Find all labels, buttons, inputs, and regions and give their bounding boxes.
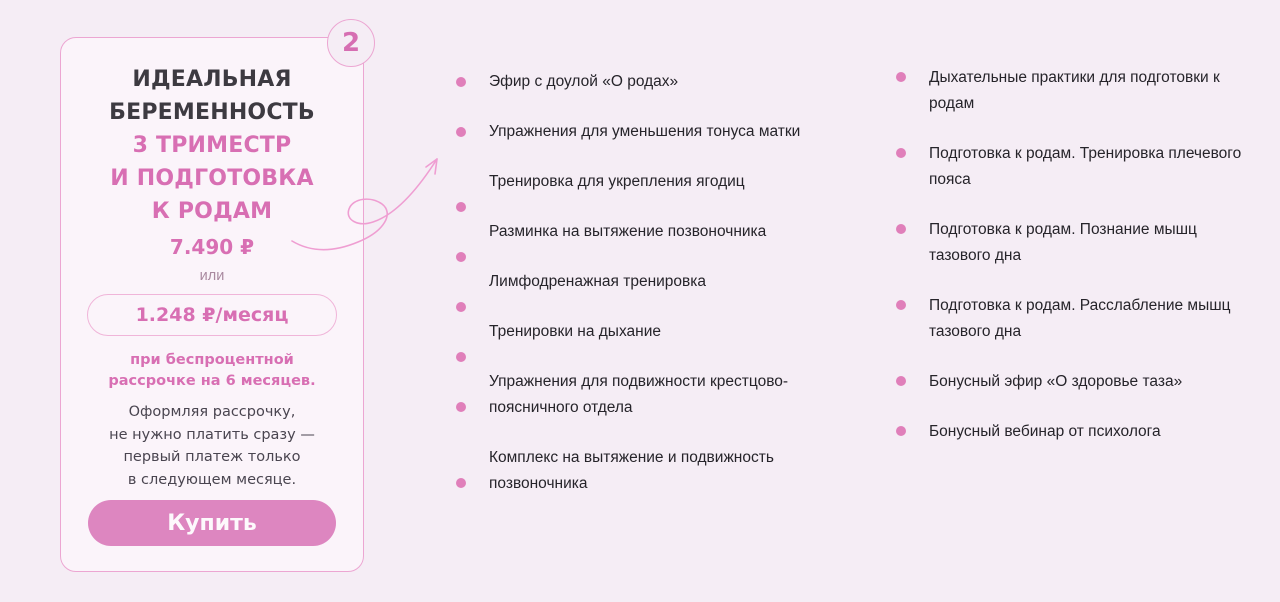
bullet-dot-icon	[456, 352, 466, 362]
curved-arrow-icon	[291, 158, 438, 251]
list-item: Подготовка к родам. Тренировка плечевого…	[896, 141, 1249, 193]
buy-button[interactable]: Купить	[88, 500, 336, 546]
installment-note-line: рассрочке на 6 месяцев.	[108, 373, 316, 389]
list-item-label: Дыхательные практики для подготовки к ро…	[929, 69, 1220, 112]
list-item: Бонусный вебинар от психолога	[896, 419, 1249, 445]
list-item: Бонусный эфир «О здоровье таза»	[896, 369, 1249, 395]
installment-note: при беспроцентной рассрочке на 6 месяцев…	[108, 350, 315, 392]
fine-print-line: первый платеж только	[123, 449, 301, 465]
course-title: ИДЕАЛЬНАЯ БЕРЕМЕННОСТЬ	[109, 63, 315, 129]
bullet-dot-icon	[456, 202, 466, 212]
bullet-dot-icon	[896, 72, 906, 82]
course-subtitle-line: И ПОДГОТОВКА	[110, 166, 314, 191]
bullet-dot-icon	[456, 252, 466, 262]
course-subtitle-line: 3 ТРИМЕСТР	[132, 133, 292, 158]
bullet-dot-icon	[456, 402, 466, 412]
list-item: Комплекс на вытяжение и подвижность позв…	[456, 445, 819, 497]
course-subtitle: 3 ТРИМЕСТР И ПОДГОТОВКА К РОДАМ	[110, 129, 313, 228]
fine-print-line: не нужно платить сразу —	[109, 426, 315, 443]
course-contents-column-1: Эфир с доулой «О родах» Упражнения для у…	[456, 69, 820, 521]
list-item: Лимфодренажная тренировка	[456, 269, 819, 312]
bullet-dot-icon	[456, 127, 466, 137]
course-contents-column-2: Дыхательные практики для подготовки к ро…	[896, 65, 1250, 469]
list-item-label: Комплекс на вытяжение и подвижность позв…	[489, 449, 774, 492]
course-subtitle-line: К РОДАМ	[151, 199, 273, 224]
list-item: Подготовка к родам. Расслабление мышц та…	[896, 293, 1249, 345]
list-item-label: Подготовка к родам. Тренировка плечевого…	[929, 145, 1242, 188]
list-item-label: Подготовка к родам. Расслабление мышц та…	[929, 297, 1231, 340]
list-item-label: Лимфодренажная тренировка	[489, 273, 707, 290]
or-label: или	[199, 268, 225, 284]
list-item: Разминка на вытяжение позвоночника	[456, 219, 819, 262]
bullet-dot-icon	[896, 300, 906, 310]
list-item: Упражнения для уменьшения тонуса матки	[456, 119, 819, 145]
list-item-label: Подготовка к родам. Познание мышц тазово…	[929, 221, 1197, 264]
bullet-dot-icon	[896, 376, 906, 386]
full-price: 7.490 ₽	[169, 235, 255, 259]
list-item-label: Тренировка для укрепления ягодиц	[489, 173, 745, 190]
list-item: Эфир с доулой «О родах»	[456, 69, 819, 95]
bullet-dot-icon	[456, 302, 466, 312]
bullet-dot-icon	[456, 478, 466, 488]
list-item-label: Бонусный эфир «О здоровье таза»	[929, 373, 1183, 390]
list-item: Подготовка к родам. Познание мышц тазово…	[896, 217, 1249, 269]
bullet-dot-icon	[456, 77, 466, 87]
fine-print-line: Оформляя рассрочку,	[128, 404, 296, 420]
list-item-label: Упражнения для подвижности крестцово-поя…	[489, 373, 789, 416]
fine-print-line: в следующем месяце.	[127, 471, 297, 488]
list-item-label: Тренировки на дыхание	[489, 323, 661, 340]
installment-note-line: при беспроцентной	[130, 352, 294, 368]
list-item: Дыхательные практики для подготовки к ро…	[896, 65, 1249, 117]
bullet-dot-icon	[896, 224, 906, 234]
list-item-label: Разминка на вытяжение позвоночника	[489, 223, 767, 240]
course-title-line: ИДЕАЛЬНАЯ	[132, 67, 292, 92]
installment-fine-print: Оформляя рассрочку, не нужно платить сра…	[109, 401, 315, 491]
list-item-label: Бонусный вебинар от психолога	[929, 423, 1161, 440]
card-number-badge: 2	[327, 19, 375, 67]
list-item: Тренировки на дыхание	[456, 319, 819, 362]
list-item: Упражнения для подвижности крестцово-поя…	[456, 369, 819, 421]
bullet-dot-icon	[896, 148, 906, 158]
list-item-label: Эфир с доулой «О родах»	[489, 73, 679, 90]
list-item-label: Упражнения для уменьшения тонуса матки	[489, 123, 801, 140]
pricing-card: ИДЕАЛЬНАЯ БЕРЕМЕННОСТЬ 3 ТРИМЕСТР И ПОДГ…	[60, 37, 364, 572]
list-item: Тренировка для укрепления ягодиц	[456, 169, 819, 212]
course-title-line: БЕРЕМЕННОСТЬ	[109, 100, 315, 125]
monthly-price-pill: 1.248 ₽/месяц	[87, 294, 337, 336]
bullet-dot-icon	[896, 426, 906, 436]
